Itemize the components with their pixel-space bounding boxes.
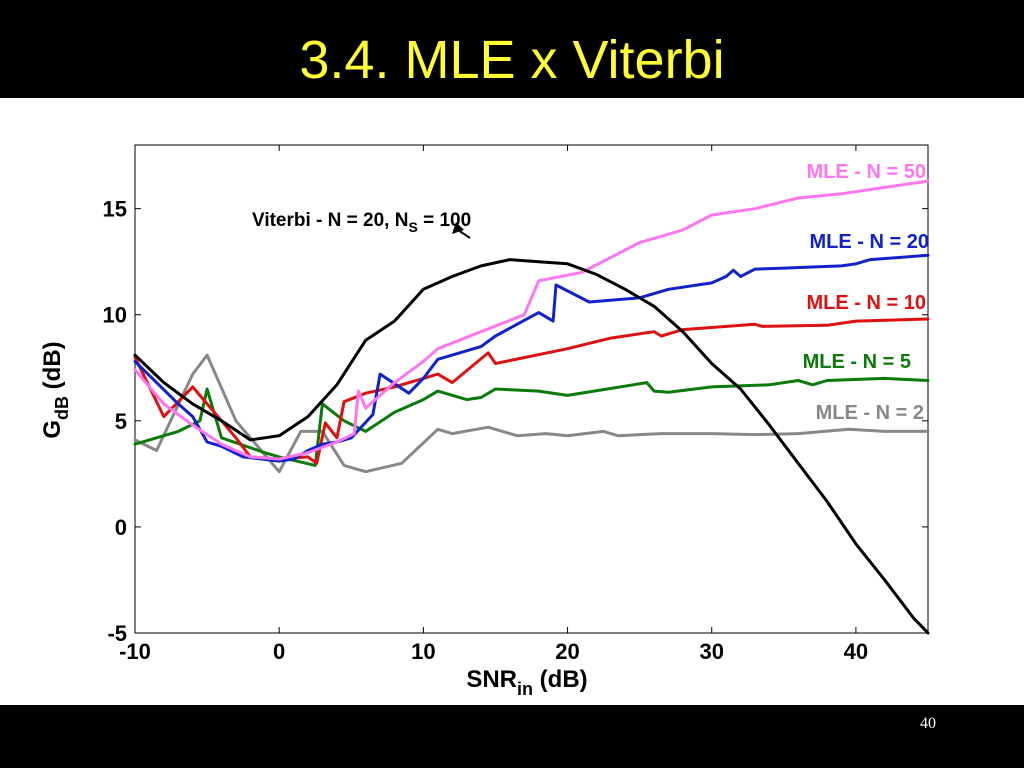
series-line-0 [133,353,930,474]
slide-title: 3.4. MLE x Viterbi [299,30,725,90]
x-tick-label: 10 [411,639,435,664]
page-number: 40 [920,715,936,732]
footer-bar: 40 [0,705,1024,768]
series-line-1 [133,376,930,467]
series-labels: MLE - N = 2 MLE - N = 5 MLE - N = 10 MLE - … [252,161,929,424]
series-label-0: MLE - N = 2 [816,402,924,424]
series-group [133,179,930,635]
y-tick-label: 10 [103,303,127,328]
title-bar: 3.4. MLE x Viterbi [0,0,1024,98]
series-label-2: MLE - N = 10 [807,292,926,314]
y-tick-label: 0 [115,515,127,540]
x-tick-label: 0 [273,639,285,664]
y-tick-label: 5 [115,409,127,434]
y-tick-label: 15 [103,197,127,222]
viterbi-arrowhead [452,222,464,234]
axis-ticks: -10 0 10 20 30 40 -5 0 5 10 15 [103,145,928,664]
y-tick-label: -5 [107,621,127,646]
plot-frame [134,144,929,634]
x-tick-label: 40 [844,639,868,664]
series-label-4: MLE - N = 50 [807,161,926,183]
series-line-5 [133,258,930,635]
axis-titles: SNRin (dB) GdB (dB) [39,341,588,699]
y-axis-title: GdB (dB) [39,341,72,438]
x-axis-title: SNRin (dB) [466,666,587,699]
series-line-4 [133,179,930,461]
series-label-1: MLE - N = 5 [803,351,911,373]
x-tick-label: 20 [555,639,579,664]
series-label-3: MLE - N = 20 [810,231,929,253]
x-tick-label: 30 [699,639,723,664]
series-line-3 [133,253,930,463]
x-tick-label: -10 [119,639,151,664]
